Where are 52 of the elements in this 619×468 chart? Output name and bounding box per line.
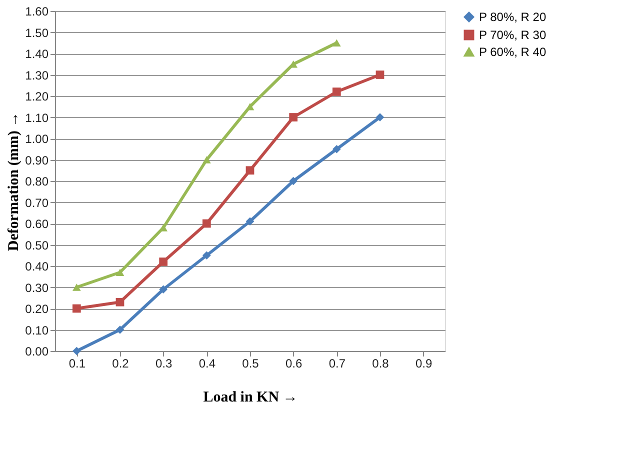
point (332, 39, 341, 46)
point (246, 103, 254, 110)
y-tick-label: 1.50 (25, 26, 49, 40)
point (376, 113, 384, 122)
x-tick-label: 0.9 (415, 356, 432, 370)
y-tick-label: 1.30 (25, 68, 49, 82)
x-tick-label: 0.6 (285, 356, 302, 370)
point (246, 217, 254, 226)
point (72, 304, 81, 313)
point (159, 258, 168, 266)
x-tick-label: 0.4 (198, 356, 216, 370)
y-tick-label: 0.20 (25, 302, 49, 316)
y-tick-label: 0.30 (25, 280, 49, 295)
point (202, 219, 211, 228)
y-tick-label: 1.00 (25, 132, 49, 146)
legend-label: P 70%, R 30 (479, 28, 546, 42)
point (116, 298, 124, 306)
point (202, 251, 211, 260)
x-tick-label: 0.7 (328, 356, 346, 370)
x-axis-title: Load in KN → (203, 390, 298, 406)
point (246, 166, 254, 175)
x-tick-label: 0.5 (242, 356, 260, 370)
y-tick-label: 0.40 (25, 260, 49, 274)
x-tick-label: 0.8 (372, 356, 390, 370)
point (159, 285, 168, 294)
point (72, 346, 81, 356)
y-tick-label: 0.60 (25, 217, 49, 231)
y-tick-label: 0.80 (25, 174, 49, 188)
legend-label: P 80%, R 20 (479, 10, 546, 24)
point (202, 156, 211, 164)
y-axis-title: Deformation (mm) → (6, 112, 22, 252)
y-tick-label: 0.50 (25, 238, 49, 252)
point (72, 284, 81, 291)
y-tick-label: 0.90 (25, 153, 49, 168)
point (289, 113, 298, 122)
y-tick-label: 1.60 (25, 4, 49, 18)
y-tick-label: 0.00 (25, 344, 49, 358)
point (332, 144, 341, 154)
point (289, 176, 298, 186)
point (332, 88, 341, 96)
x-tick-label: 0.1 (68, 356, 86, 370)
y-tick-label: 1.20 (25, 90, 49, 104)
x-tick-label: 0.2 (112, 356, 130, 370)
point (116, 326, 124, 334)
legend-label: P 60%, R 40 (479, 45, 546, 59)
y-tick-label: 1.10 (25, 110, 49, 125)
point (376, 70, 384, 79)
point (116, 268, 124, 276)
x-tick-label: 0.3 (155, 356, 172, 370)
y-tick-label: 0.70 (25, 196, 49, 210)
y-tick-label: 1.40 (25, 47, 49, 61)
y-tick-label: 0.10 (25, 323, 49, 338)
